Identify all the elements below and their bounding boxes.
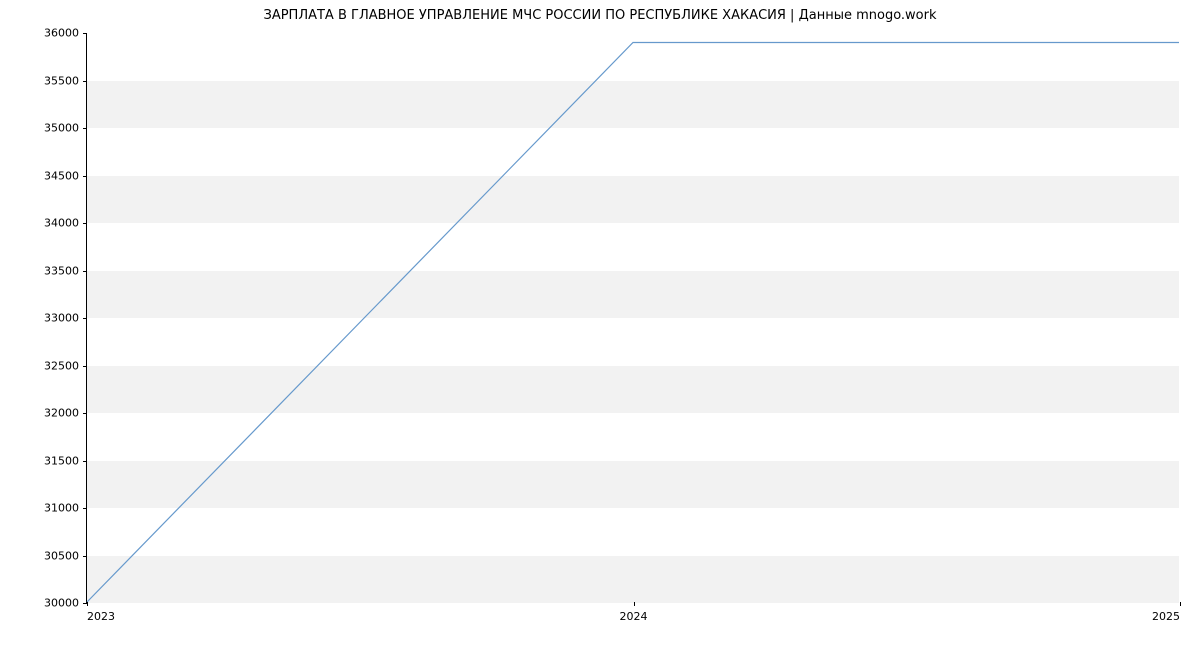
y-tick-mark: [83, 81, 87, 82]
y-tick-mark: [83, 556, 87, 557]
series-line: [87, 42, 1179, 602]
y-tick-label: 32500: [44, 359, 79, 372]
plot-area: 3000030500310003150032000325003300033500…: [86, 33, 1179, 603]
x-tick-mark: [87, 602, 88, 606]
y-tick-mark: [83, 223, 87, 224]
y-tick-mark: [83, 128, 87, 129]
x-tick-label: 2023: [87, 610, 115, 623]
y-tick-mark: [83, 33, 87, 34]
y-tick-label: 30500: [44, 549, 79, 562]
y-tick-mark: [83, 366, 87, 367]
y-tick-label: 30000: [44, 597, 79, 610]
chart-title: ЗАРПЛАТА В ГЛАВНОЕ УПРАВЛЕНИЕ МЧС РОССИИ…: [0, 8, 1200, 23]
x-tick-label: 2024: [620, 610, 648, 623]
y-tick-label: 31000: [44, 502, 79, 515]
y-tick-label: 35500: [44, 74, 79, 87]
x-tick-mark: [634, 602, 635, 606]
y-tick-mark: [83, 318, 87, 319]
y-tick-label: 34000: [44, 217, 79, 230]
y-tick-label: 33500: [44, 264, 79, 277]
y-tick-mark: [83, 508, 87, 509]
y-tick-mark: [83, 413, 87, 414]
y-tick-label: 36000: [44, 27, 79, 40]
y-tick-label: 32000: [44, 407, 79, 420]
y-tick-label: 31500: [44, 454, 79, 467]
y-tick-mark: [83, 271, 87, 272]
y-tick-mark: [83, 176, 87, 177]
y-tick-label: 35000: [44, 122, 79, 135]
chart-container: ЗАРПЛАТА В ГЛАВНОЕ УПРАВЛЕНИЕ МЧС РОССИИ…: [0, 0, 1200, 650]
y-tick-mark: [83, 461, 87, 462]
line-series-svg: [87, 33, 1179, 602]
y-tick-label: 33000: [44, 312, 79, 325]
y-tick-label: 34500: [44, 169, 79, 182]
x-tick-mark: [1180, 602, 1181, 606]
x-tick-label: 2025: [1152, 610, 1180, 623]
